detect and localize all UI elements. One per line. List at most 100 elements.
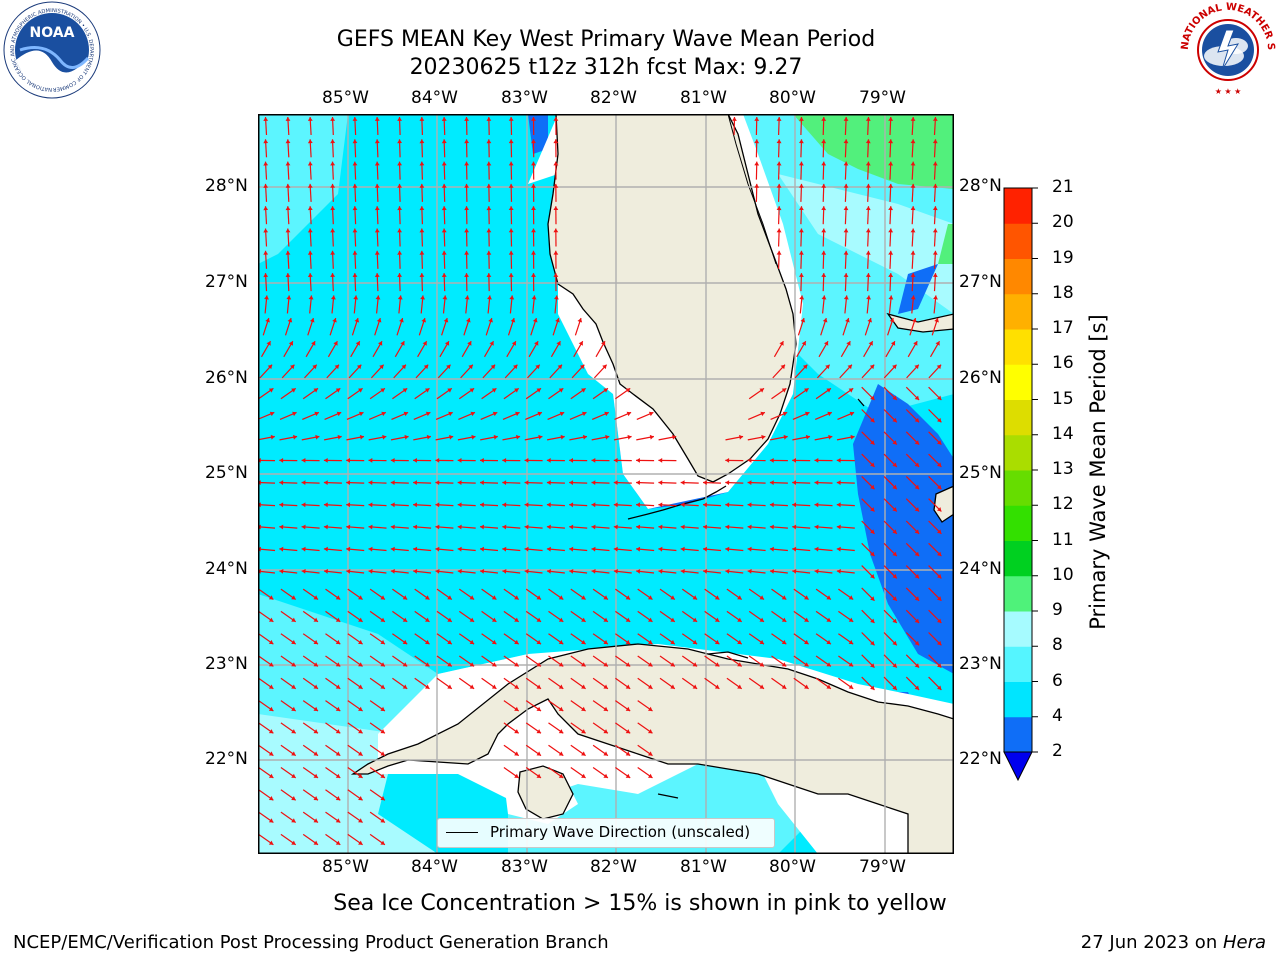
wave-direction-arrowhead	[848, 639, 854, 645]
wave-direction-arrowhead	[865, 161, 871, 166]
wave-direction-arrowhead	[558, 773, 564, 778]
wave-direction-arrowhead	[263, 250, 269, 255]
wave-direction-arrowhead	[558, 617, 564, 622]
wave-direction-arrowhead	[323, 502, 328, 508]
wave-direction-arrowhead	[636, 546, 641, 552]
wave-direction-arrowhead	[914, 529, 920, 534]
latitude-label: 28°N	[205, 176, 248, 196]
wave-direction-arrowhead	[374, 250, 380, 255]
wave-direction-arrowhead	[625, 773, 631, 778]
wave-direction-arrowhead	[937, 685, 942, 690]
wave-direction-arrowhead	[581, 662, 586, 667]
wave-direction-arrowhead	[358, 773, 363, 778]
colorbar-tick-label: 13	[1052, 459, 1074, 479]
wave-direction-arrowhead	[892, 574, 897, 579]
colorbar-tick-label: 11	[1052, 530, 1074, 550]
wave-direction-arrowhead	[869, 364, 875, 370]
wave-direction-arrowhead	[714, 639, 720, 645]
wave-direction-arrowhead	[419, 183, 425, 188]
wave-direction-arrowhead	[447, 595, 452, 600]
wave-direction-arrowhead	[447, 662, 452, 667]
wave-direction-arrowhead	[514, 729, 519, 734]
wave-direction-arrowhead	[932, 139, 938, 144]
wave-direction-arrowhead	[658, 546, 663, 552]
wave-direction-arrowhead	[402, 662, 408, 667]
wave-direction-arrowhead	[353, 295, 359, 300]
wave-direction-arrowhead	[801, 341, 806, 346]
wave-direction-arrowhead	[413, 480, 417, 485]
wave-direction-arrowhead	[591, 569, 596, 574]
wave-direction-arrowhead	[888, 295, 894, 300]
wave-direction-arrowhead	[502, 546, 507, 552]
wave-direction-arrowhead	[822, 318, 828, 323]
wave-direction-arrowhead	[292, 411, 297, 417]
wave-direction-arrowhead	[441, 273, 447, 277]
wave-direction-arrowhead	[514, 773, 519, 778]
wave-direction-arrowhead	[725, 524, 730, 530]
longitude-label: 81°W	[680, 857, 727, 877]
wave-direction-arrowhead	[581, 388, 586, 393]
wave-direction-arrowhead	[413, 524, 418, 530]
wave-direction-arrowhead	[814, 458, 819, 463]
wave-direction-arrowhead	[792, 458, 796, 463]
wave-direction-arrowhead	[867, 318, 872, 323]
wave-direction-arrowhead	[397, 250, 402, 255]
wave-direction-arrowhead	[376, 318, 382, 323]
wave-direction-arrowhead	[776, 117, 782, 121]
wave-direction-arrowhead	[648, 773, 653, 778]
wave-direction-arrowhead	[486, 117, 492, 121]
wave-direction-arrowhead	[352, 228, 358, 233]
wave-direction-arrowhead	[692, 639, 698, 645]
wave-direction-arrowhead	[301, 546, 306, 552]
wave-direction-arrowhead	[536, 773, 541, 778]
wave-direction-arrowhead	[870, 462, 875, 467]
wave-direction-arrowhead	[558, 684, 564, 689]
wave-direction-arrowhead	[776, 250, 782, 255]
wave-direction-arrowhead	[268, 818, 274, 823]
wave-direction-arrowhead	[569, 546, 574, 552]
wave-direction-arrowhead	[843, 228, 849, 233]
wave-direction-arrowhead	[531, 139, 536, 144]
wave-direction-arrowhead	[636, 502, 640, 508]
wave-direction-arrowhead	[263, 273, 269, 278]
wave-direction-arrowhead	[910, 228, 916, 233]
wave-direction-arrowhead	[578, 341, 583, 346]
wave-direction-arrowhead	[914, 551, 920, 557]
wave-direction-arrowhead	[403, 411, 409, 417]
wave-direction-arrowhead	[441, 183, 447, 188]
wave-direction-arrowhead	[937, 640, 942, 646]
wave-direction-arrowhead	[480, 502, 484, 508]
colorbar-tick-label: 14	[1052, 424, 1074, 444]
wave-direction-arrowhead	[346, 502, 351, 508]
wave-direction-arrowhead	[263, 139, 269, 144]
longitude-label: 79°W	[859, 88, 906, 108]
wave-direction-arrowhead	[358, 388, 363, 393]
wave-direction-arrowhead	[368, 546, 373, 552]
wave-direction-arrowhead	[346, 524, 351, 530]
wave-direction-arrowhead	[435, 569, 440, 574]
wave-direction-arrowhead	[419, 228, 425, 233]
wave-direction-arrowhead	[397, 183, 402, 188]
wave-direction-arrowhead	[613, 480, 618, 485]
run-machine: Hera	[1222, 932, 1266, 953]
wave-direction-arrowhead	[374, 206, 380, 211]
wave-direction-arrowhead	[725, 546, 730, 552]
wave-direction-arrowhead	[558, 639, 564, 645]
wave-direction-arrowhead	[603, 662, 608, 667]
wave-direction-arrowhead	[291, 706, 296, 711]
wave-direction-arrowhead	[374, 228, 380, 233]
wave-direction-arrowhead	[285, 139, 291, 144]
wave-direction-arrowhead	[307, 139, 313, 144]
wave-direction-arrowhead	[314, 411, 319, 417]
wave-direction-arrowhead	[703, 480, 707, 485]
colorbar-segment	[1004, 505, 1032, 541]
period-9-10-area	[793, 114, 954, 189]
noaa-logo: NOAA NATIONAL OCEANIC AND ATMOSPHERIC AD…	[0, 0, 104, 100]
wave-direction-arrowhead	[760, 411, 765, 417]
longitude-label: 83°W	[501, 88, 548, 108]
wave-direction-arrowhead	[703, 524, 707, 530]
period-2-4-area	[898, 264, 938, 314]
wave-direction-arrowhead	[419, 250, 425, 255]
wave-direction-arrowhead	[489, 341, 494, 346]
wave-direction-arrowhead	[397, 117, 402, 121]
